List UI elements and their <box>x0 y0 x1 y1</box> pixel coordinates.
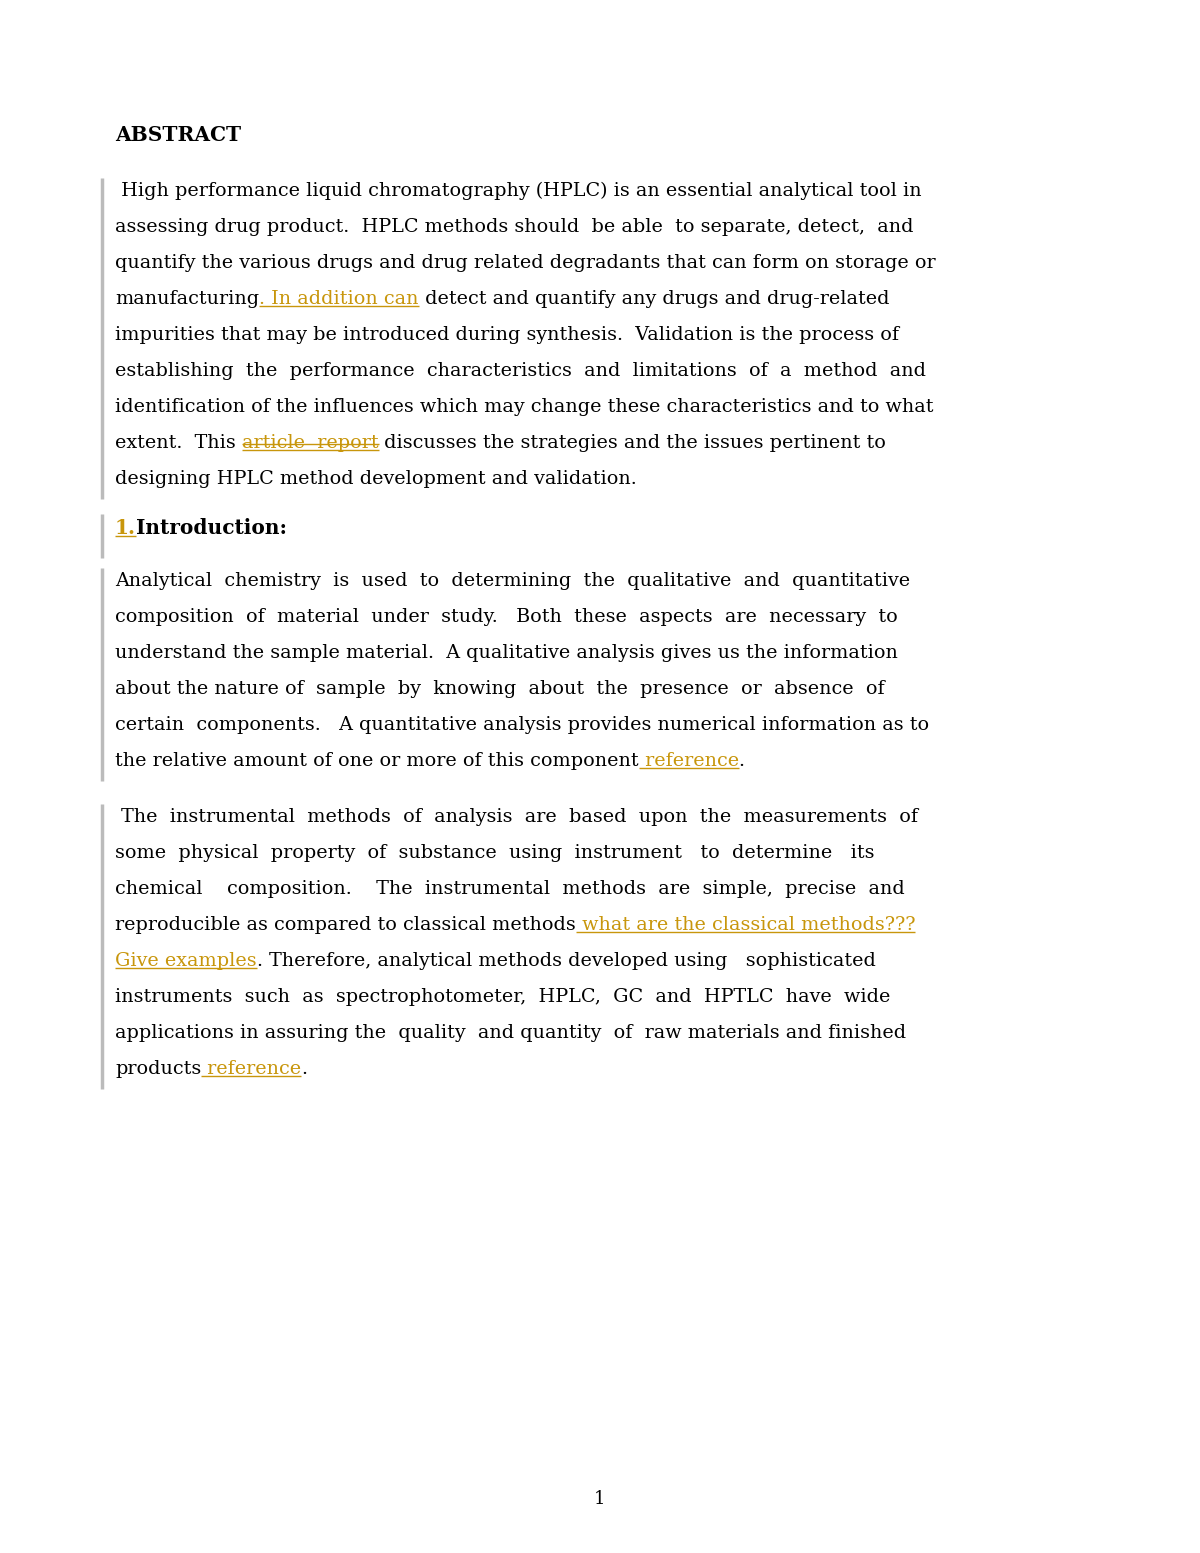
Text: extent.  This: extent. This <box>115 433 242 452</box>
Text: . In addition can: . In addition can <box>259 290 419 307</box>
Text: ABSTRACT: ABSTRACT <box>115 124 241 144</box>
Text: establishing  the  performance  characteristics  and  limitations  of  a  method: establishing the performance characteris… <box>115 362 926 380</box>
Text: about the nature of  sample  by  knowing  about  the  presence  or  absence  of: about the nature of sample by knowing ab… <box>115 680 884 697</box>
Text: assessing drug product.  HPLC methods should  be able  to separate, detect,  and: assessing drug product. HPLC methods sho… <box>115 217 913 236</box>
Text: High performance liquid chromatography (HPLC) is an essential analytical tool in: High performance liquid chromatography (… <box>115 182 922 200</box>
Text: discusses the strategies and the issues pertinent to: discusses the strategies and the issues … <box>378 433 887 452</box>
Text: The  instrumental  methods  of  analysis  are  based  upon  the  measurements  o: The instrumental methods of analysis are… <box>115 808 918 826</box>
Text: some  physical  property  of  substance  using  instrument   to  determine   its: some physical property of substance usin… <box>115 843 875 862</box>
Text: detect and quantify any drugs and drug-related: detect and quantify any drugs and drug-r… <box>419 290 889 307</box>
Text: designing HPLC method development and validation.: designing HPLC method development and va… <box>115 471 637 488</box>
Text: Give examples: Give examples <box>115 952 257 971</box>
Text: . Therefore, analytical methods developed using   sophisticated: . Therefore, analytical methods develope… <box>257 952 876 971</box>
Text: understand the sample material.  A qualitative analysis gives us the information: understand the sample material. A qualit… <box>115 644 898 662</box>
Text: reference: reference <box>202 1061 301 1078</box>
Text: .: . <box>301 1061 307 1078</box>
Text: products: products <box>115 1061 202 1078</box>
Text: reproducible as compared to classical methods: reproducible as compared to classical me… <box>115 916 576 933</box>
Text: the relative amount of one or more of this component: the relative amount of one or more of th… <box>115 752 638 770</box>
Text: .: . <box>739 752 745 770</box>
Text: chemical    composition.    The  instrumental  methods  are  simple,  precise  a: chemical composition. The instrumental m… <box>115 881 905 898</box>
Text: impurities that may be introduced during synthesis.  Validation is the process o: impurities that may be introduced during… <box>115 326 899 345</box>
Text: what are the classical methods???: what are the classical methods??? <box>576 916 916 933</box>
Text: Analytical  chemistry  is  used  to  determining  the  qualitative  and  quantit: Analytical chemistry is used to determin… <box>115 572 910 590</box>
Text: quantify the various drugs and drug related degradants that can form on storage : quantify the various drugs and drug rela… <box>115 255 936 272</box>
Text: article  report: article report <box>242 433 378 452</box>
Text: composition  of  material  under  study.   Both  these  aspects  are  necessary : composition of material under study. Bot… <box>115 609 898 626</box>
Text: identification of the influences which may change these characteristics and to w: identification of the influences which m… <box>115 398 934 416</box>
Text: instruments  such  as  spectrophotometer,  HPLC,  GC  and  HPTLC  have  wide: instruments such as spectrophotometer, H… <box>115 988 890 1006</box>
Text: manufacturing: manufacturing <box>115 290 259 307</box>
Text: applications in assuring the  quality  and quantity  of  raw materials and finis: applications in assuring the quality and… <box>115 1023 906 1042</box>
Text: Introduction:: Introduction: <box>136 519 287 537</box>
Text: 1.: 1. <box>115 519 136 537</box>
Text: certain  components.   A quantitative analysis provides numerical information as: certain components. A quantitative analy… <box>115 716 929 735</box>
Text: reference: reference <box>638 752 739 770</box>
Text: 1: 1 <box>594 1489 606 1508</box>
